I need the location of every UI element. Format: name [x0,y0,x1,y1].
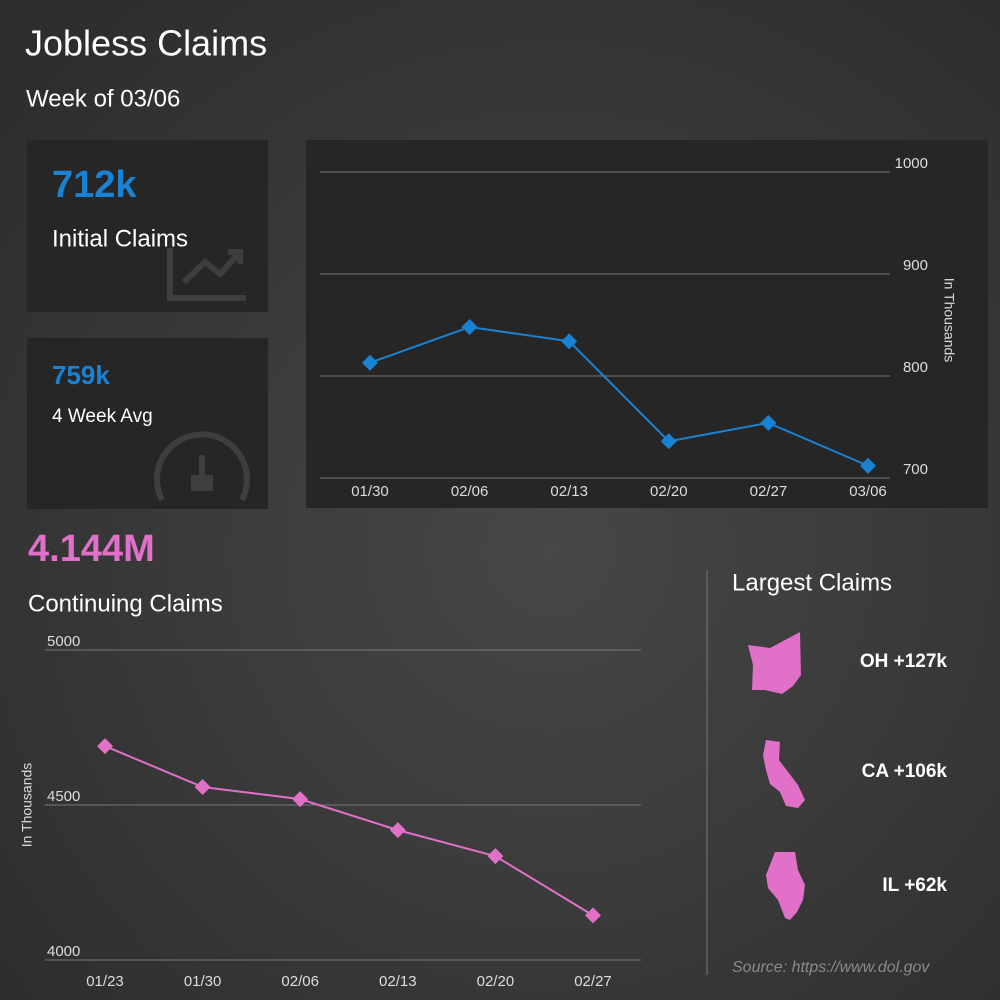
marker [194,779,211,796]
x-tick-label: 02/06 [281,973,319,990]
x-tick-label: 02/27 [574,973,612,990]
marker [389,822,406,839]
chart-icon [167,248,246,301]
x-tick-label: 03/06 [849,483,887,500]
marker [461,319,478,336]
y-tick-label: 700 [903,461,928,478]
subtitle: Week of 03/06 [26,85,180,112]
x-tick-label: 01/30 [184,973,222,990]
marker [760,414,777,431]
marker [660,433,677,450]
y-tick-label: 5000 [47,633,80,650]
kpi-value: 4.144M [28,528,155,570]
x-tick-label: 02/13 [550,483,588,500]
title: Jobless Claims [25,23,267,64]
state-label: CA +106k [862,761,948,782]
marker [292,791,309,808]
x-tick-label: 02/06 [451,483,489,500]
state-shape [748,632,801,694]
chart-panel [306,140,988,508]
section-title: Largest Claims [732,569,892,596]
line [369,326,869,467]
card [27,338,268,509]
kpi-label: 4 Week Avg [52,406,153,427]
y-tick-label: 4500 [47,788,80,805]
kpi-value: 712k [52,164,137,206]
marker [362,354,378,371]
x-tick-label: 02/20 [650,483,688,500]
y-tick-label: 1000 [895,155,928,172]
axis-label: In Thousands [941,278,957,363]
x-tick-label: 01/30 [351,483,389,500]
line [104,745,594,917]
y-tick-label: 4000 [47,943,80,960]
x-tick-label: 02/13 [379,973,417,990]
kpi-label: Continuing Claims [28,590,223,617]
kpi-value: 759k [52,360,110,390]
y-tick-label: 800 [903,359,928,376]
state-shape [766,852,805,920]
kpi-label: Initial Claims [52,225,188,252]
marker [585,907,601,924]
x-tick-label: 02/27 [750,483,788,500]
marker [561,333,578,350]
marker [97,738,113,755]
state-label: IL +62k [882,875,947,896]
state-shape [763,740,805,808]
gauge-icon [154,431,250,502]
marker [487,848,504,865]
x-tick-label: 01/23 [86,973,124,990]
source: Source: https://www.dol.gov [732,959,930,976]
x-tick-label: 02/20 [477,973,515,990]
marker [860,457,876,474]
state-label: OH +127k [860,651,948,672]
y-tick-label: 900 [903,257,928,274]
card [27,140,268,312]
axis-label: In Thousands [19,763,35,848]
